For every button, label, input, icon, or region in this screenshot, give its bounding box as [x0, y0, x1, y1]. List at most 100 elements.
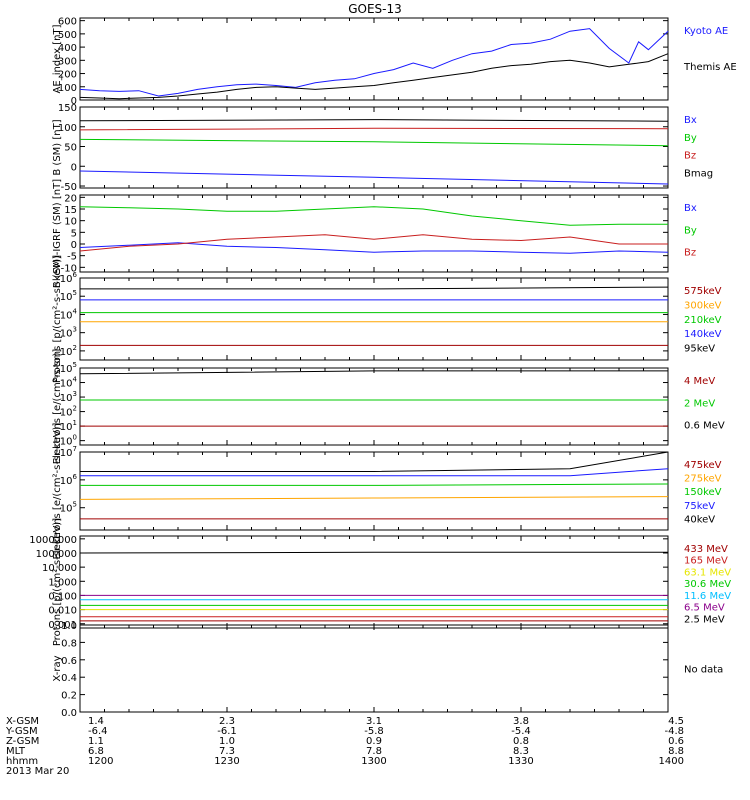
- legend-entry-6: 2.5 MeV: [684, 614, 725, 625]
- ytick-label: 5: [71, 228, 77, 239]
- ytick-label: 50: [64, 143, 77, 154]
- xaxis-value: 3.8: [513, 716, 529, 727]
- xaxis-value: 0.8: [513, 736, 529, 747]
- ytick-label: 0: [71, 240, 77, 251]
- ytick-exp: 2: [73, 344, 77, 352]
- ytick-label: 1000.000: [29, 535, 77, 546]
- legend-entry-2: 150keV: [684, 487, 722, 498]
- xaxis-row-label: Z-GSM: [6, 736, 39, 747]
- legend-entry-0: Kyoto AE: [684, 26, 728, 37]
- ytick-label: 1.000: [48, 577, 77, 588]
- panel-frame: [79, 624, 669, 713]
- xaxis-value: -5.4: [511, 726, 531, 737]
- series-group: [79, 551, 668, 622]
- series-line-4: [80, 451, 669, 472]
- xaxis-date: 2013 Mar 20: [6, 766, 69, 777]
- series-line-1: [79, 53, 669, 100]
- legend-entry-3: Bmag: [684, 168, 713, 179]
- ytick-exp: 2: [73, 405, 77, 413]
- xaxis-value: 1230: [214, 756, 239, 767]
- series-group: [79, 370, 668, 427]
- panel-frame: [79, 451, 669, 531]
- xaxis-value: 1330: [508, 756, 533, 767]
- legend-entry-1: 165 MeV: [684, 556, 728, 567]
- xaxis-value: 1.1: [88, 736, 104, 747]
- series-line-1: [79, 496, 669, 500]
- ytick-label: 300: [58, 56, 77, 67]
- ytick-label: -5: [67, 252, 77, 263]
- series-line-1: [79, 206, 668, 226]
- series-line-6: [79, 551, 668, 554]
- xaxis-value: 3.1: [366, 716, 382, 727]
- legend-entry-2: Bz: [684, 151, 696, 162]
- legend-entry-0: 4 MeV: [684, 376, 715, 387]
- series-line-0: [79, 170, 669, 185]
- ytick-label: 100: [58, 123, 77, 134]
- ytick-exp: 5: [73, 361, 77, 369]
- xaxis-value: 8.3: [513, 746, 529, 757]
- xaxis-value: 1400: [659, 756, 684, 767]
- ylabel: Electrons [e/(cm²-s-sr)]: [52, 349, 63, 465]
- xaxis-value: 8.8: [668, 746, 684, 757]
- ytick-label: 10: [64, 217, 77, 228]
- ytick-label: -50: [61, 182, 77, 193]
- series-line-0: [79, 242, 669, 254]
- legend-entry-2: 0.6 MeV: [684, 421, 725, 432]
- ytick-exp: 5: [73, 289, 77, 297]
- legend-entry-3: 75keV: [684, 501, 715, 512]
- panel-7: 1.0 0.8 0.6 0.4 0.2 0.0 X-ray No data: [52, 621, 723, 719]
- ytick-exp: 1: [73, 419, 77, 427]
- xaxis-value: 1300: [361, 756, 386, 767]
- ylabel: X-ray: [52, 655, 63, 681]
- legend-entry-4: 95keV: [684, 344, 715, 355]
- ytick-exp: 0: [73, 434, 77, 442]
- xaxis-value: -4.8: [664, 726, 684, 737]
- panel-note: No data: [684, 665, 723, 676]
- ytick-label: 1.0: [61, 621, 77, 632]
- legend-entry-0: 475keV: [684, 460, 722, 471]
- ytick-label: 15: [64, 205, 77, 216]
- series-line-1: [79, 138, 669, 147]
- panel-6: 1000.000 100.000 10.000 1.000 0.100 0.010 0.00…: [29, 518, 731, 646]
- series-group: [79, 28, 669, 100]
- legend-entry-1: 2 MeV: [684, 398, 715, 409]
- ytick-exp: 6: [73, 473, 78, 481]
- legend-entry-3: 30.6 MeV: [684, 579, 731, 590]
- xaxis-row-label: Y-GSM: [5, 726, 38, 737]
- xaxis-value: 1200: [88, 756, 113, 767]
- xaxis-row-label: MLT: [6, 746, 26, 757]
- ytick-exp: 7: [73, 445, 77, 453]
- series-group: [79, 451, 669, 520]
- ytick-exp: 3: [73, 390, 77, 398]
- xaxis-value: 2.3: [219, 716, 235, 727]
- legend-entry-2: Bz: [684, 248, 696, 259]
- xaxis-value: 0.6: [668, 736, 684, 747]
- legend-entry-1: 275keV: [684, 474, 722, 485]
- panel-1: 150 100 50 0 -50 B (SM) [nT] Bx By Bz Bmag: [52, 103, 713, 193]
- series-line-0: [79, 28, 669, 97]
- legend-entry-0: 575keV: [684, 286, 722, 297]
- legend-entry-4: 40keV: [684, 514, 715, 525]
- legend-entry-1: By: [684, 225, 697, 236]
- legend-entry-0: Bx: [684, 203, 697, 214]
- series-group: [79, 206, 669, 254]
- ytick-exp: 4: [73, 376, 78, 384]
- ytick-label: 0: [71, 96, 77, 107]
- xaxis-value: 1.4: [88, 716, 104, 727]
- ytick-label: 10.000: [42, 563, 77, 574]
- xaxis-row-label: hhmm: [6, 756, 38, 767]
- legend-entry-0: Bx: [684, 115, 697, 126]
- xaxis-value: 7.3: [219, 746, 235, 757]
- series-line-3: [80, 468, 669, 477]
- ytick-label: 0.2: [61, 691, 77, 702]
- ylabel: Electrons [e/(cm²-s-sr-keV)]: [52, 422, 63, 559]
- xaxis-value: 7.8: [366, 746, 382, 757]
- legend-entry-4: 11.6 MeV: [684, 591, 731, 602]
- series-group: [80, 286, 669, 346]
- legend-entry-5: 6.5 MeV: [684, 603, 725, 614]
- series-line-3: [79, 119, 669, 122]
- legend-entry-2: 210keV: [684, 315, 722, 326]
